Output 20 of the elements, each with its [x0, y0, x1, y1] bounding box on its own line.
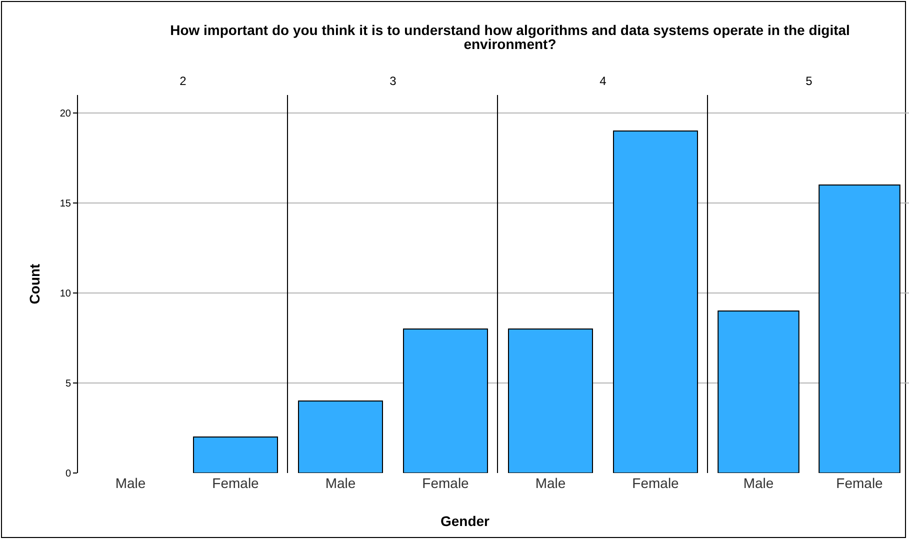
y-tick-label: 10	[60, 288, 72, 300]
x-tick-label: Female	[422, 475, 470, 491]
x-tick-label: Female	[212, 475, 260, 491]
y-tick-label: 0	[65, 468, 72, 480]
y-tick-label: 5	[65, 378, 72, 390]
chart-subtitle: 4	[600, 74, 607, 88]
y-tick-label: 15	[60, 198, 72, 210]
y-tick-label: 20	[60, 108, 72, 120]
chart-subtitle: 2	[180, 74, 187, 88]
x-tick-label: Male	[325, 475, 356, 491]
x-tick-label: Male	[743, 475, 774, 491]
x-tick-label: Male	[115, 475, 146, 491]
x-tick-label: Male	[535, 475, 566, 491]
y-axis-title: Count	[26, 263, 42, 304]
x-tick-label: Female	[836, 475, 884, 491]
x-tick-label: Female	[632, 475, 680, 491]
chart-subtitle: 5	[806, 74, 813, 88]
x-axis-title: Gender	[439, 513, 490, 529]
chart-subtitle: 3	[390, 74, 397, 88]
text: How important do you think it is to understand how algorithms and data systems operate in the digital environment?	[169, 22, 851, 52]
